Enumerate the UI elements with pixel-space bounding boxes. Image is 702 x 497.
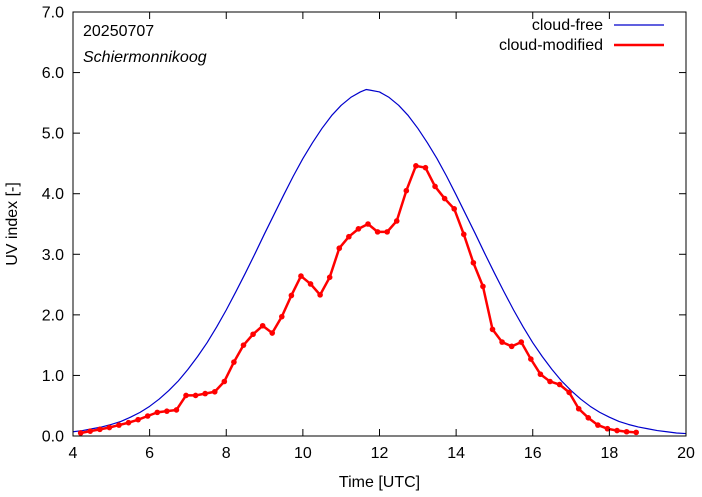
data-point-cloud-modified — [384, 229, 390, 235]
data-point-cloud-modified — [87, 428, 94, 434]
data-point-cloud-modified — [106, 424, 113, 431]
data-point-cloud-modified — [355, 226, 362, 232]
x-tick-label: 6 — [145, 445, 154, 462]
data-point-cloud-modified — [604, 425, 611, 432]
x-tick-label: 16 — [524, 445, 542, 462]
y-axis-label: UV index [-] — [4, 182, 21, 266]
data-point-cloud-modified — [518, 339, 525, 345]
data-point-cloud-modified — [499, 339, 505, 345]
data-point-cloud-modified — [460, 231, 467, 238]
data-point-cloud-modified — [528, 356, 534, 362]
y-tick-label: 5.0 — [42, 126, 64, 143]
data-point-cloud-modified — [595, 422, 601, 428]
x-tick-label: 4 — [69, 445, 78, 462]
data-point-cloud-modified — [164, 408, 170, 414]
data-point-cloud-modified — [365, 221, 371, 227]
location-annotation: Schiermonnikoog — [83, 49, 207, 66]
data-point-cloud-modified — [480, 283, 486, 290]
data-point-cloud-modified — [77, 430, 84, 436]
data-point-cloud-modified — [326, 274, 333, 281]
data-point-cloud-modified — [192, 392, 199, 399]
y-tick-label: 0.0 — [42, 429, 64, 446]
data-point-cloud-modified — [413, 163, 419, 169]
x-axis-label: Time [UTC] — [339, 474, 420, 491]
data-point-cloud-modified — [231, 359, 237, 365]
legend: cloud-free cloud-modified — [499, 17, 664, 54]
y-axis-ticks: 0.0 1.0 2.0 3.0 4.0 5.0 6.0 7.0 — [42, 5, 686, 446]
data-point-cloud-modified — [403, 187, 410, 194]
data-point-cloud-modified — [279, 313, 285, 320]
data-point-cloud-modified — [547, 378, 553, 385]
data-point-cloud-modified — [470, 259, 477, 266]
y-tick-label: 2.0 — [42, 307, 64, 324]
x-tick-label: 8 — [222, 445, 231, 462]
series-line-cloud-free — [72, 88, 687, 435]
x-tick-label: 14 — [447, 445, 465, 462]
data-point-cloud-modified — [585, 415, 592, 421]
data-point-cloud-modified — [250, 331, 256, 338]
x-tick-label: 20 — [677, 445, 695, 462]
data-point-cloud-modified — [336, 245, 343, 252]
data-point-cloud-modified — [623, 428, 630, 435]
data-point-cloud-modified — [441, 195, 448, 202]
y-tick-label: 7.0 — [42, 5, 64, 22]
data-point-cloud-modified — [173, 407, 180, 413]
series-layer — [72, 88, 687, 436]
data-point-cloud-modified — [566, 389, 572, 396]
data-point-cloud-modified — [575, 405, 582, 412]
data-point-cloud-modified — [508, 343, 515, 350]
data-point-cloud-modified — [489, 326, 496, 333]
data-point-cloud-modified — [422, 164, 429, 171]
data-point-cloud-modified — [317, 292, 323, 298]
legend-cloud-modified-label: cloud-modified — [499, 37, 603, 54]
data-point-cloud-modified — [240, 342, 247, 348]
y-tick-label: 6.0 — [42, 65, 64, 82]
data-point-cloud-modified — [393, 218, 400, 224]
data-point-cloud-modified — [269, 330, 276, 336]
data-point-cloud-modified — [432, 183, 438, 190]
y-tick-label: 3.0 — [42, 247, 64, 264]
data-point-cloud-modified — [614, 427, 620, 434]
data-point-cloud-modified — [374, 229, 381, 235]
data-point-cloud-modified — [556, 381, 563, 388]
data-point-cloud-modified — [144, 413, 151, 419]
x-tick-label: 12 — [371, 445, 389, 462]
y-tick-label: 1.0 — [42, 368, 64, 385]
x-tick-label: 10 — [294, 445, 312, 462]
data-point-cloud-modified — [288, 292, 295, 299]
date-annotation: 20250707 — [83, 23, 154, 40]
data-point-cloud-modified — [183, 392, 189, 399]
data-point-cloud-modified — [116, 422, 122, 428]
x-tick-label: 18 — [600, 445, 618, 462]
x-axis-ticks: 4 6 8 10 12 14 16 18 20 — [69, 12, 695, 462]
data-point-cloud-modified — [135, 416, 141, 423]
legend-cloud-free-label: cloud-free — [532, 17, 603, 34]
data-point-cloud-modified — [633, 429, 639, 436]
data-point-cloud-modified — [259, 322, 266, 329]
data-point-cloud-modified — [346, 233, 352, 240]
data-point-cloud-modified — [307, 281, 314, 287]
data-point-cloud-modified — [298, 273, 304, 279]
data-point-cloud-modified — [211, 388, 218, 395]
data-point-cloud-modified — [202, 390, 208, 397]
data-point-cloud-modified — [154, 409, 161, 416]
data-point-cloud-modified — [451, 206, 458, 212]
data-point-cloud-modified — [537, 371, 544, 378]
data-point-cloud-modified — [125, 419, 132, 426]
y-tick-label: 4.0 — [42, 186, 64, 203]
data-point-cloud-modified — [221, 378, 228, 385]
data-point-cloud-modified — [97, 426, 103, 433]
